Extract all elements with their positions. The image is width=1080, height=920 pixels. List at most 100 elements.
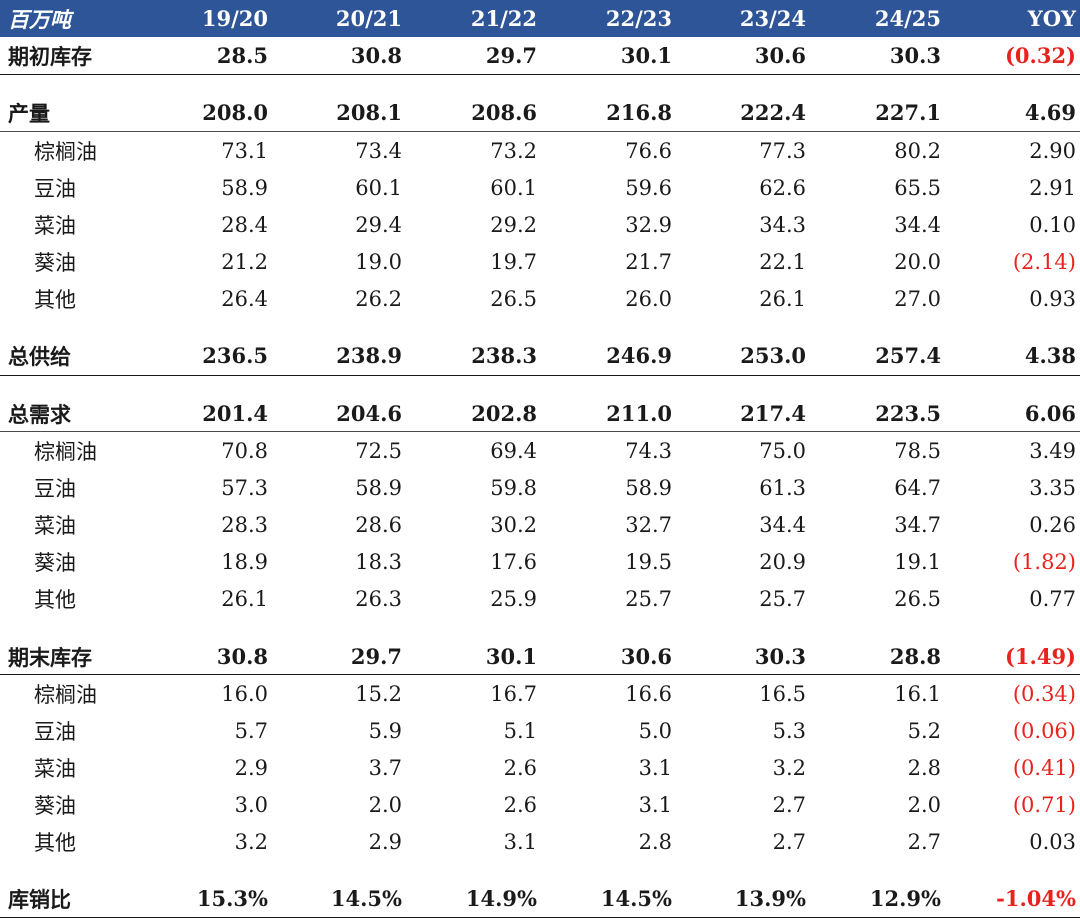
table-cell: 57.3 — [221, 475, 268, 500]
table-cell: 18.9 — [221, 549, 268, 574]
divider — [0, 431, 1080, 432]
table-row: 其他 26.1 26.3 25.9 25.7 25.7 26.5 0.77 — [0, 580, 1080, 617]
yoy-cell: 2.90 — [1029, 138, 1076, 163]
table-cell: 70.8 — [221, 438, 268, 463]
row-label: 其他 — [34, 830, 76, 855]
row-label: 其他 — [34, 287, 76, 312]
table-cell: 3.0 — [234, 792, 268, 817]
table-cell: 29.7 — [485, 43, 537, 68]
table-cell: 2.9 — [234, 755, 268, 780]
table-cell: 13.9% — [734, 886, 806, 911]
yoy-cell: (0.06) — [1012, 718, 1076, 743]
table-cell: 58.9 — [221, 175, 268, 200]
table-row: 其他 26.4 26.2 26.5 26.0 26.1 27.0 0.93 — [0, 280, 1080, 317]
row-label: 棕榈油 — [34, 682, 97, 707]
table-cell: 246.9 — [606, 343, 672, 368]
col-header-2122: 21/22 — [470, 6, 537, 31]
col-header-yoy: YOY — [1027, 6, 1076, 31]
table-cell: 75.0 — [759, 438, 806, 463]
table-cell: 30.8 — [216, 644, 268, 669]
row-label: 期初库存 — [8, 43, 92, 69]
col-header-2021: 20/21 — [335, 6, 402, 31]
table-cell: 16.0 — [221, 681, 268, 706]
table-cell: 2.7 — [772, 792, 806, 817]
table-cell: 217.4 — [740, 401, 806, 426]
table-cell: 19.5 — [625, 549, 672, 574]
row-label: 豆油 — [34, 476, 76, 501]
table-row: 库销比 15.3% 14.5% 14.9% 14.5% 13.9% 12.9% -1.04% — [0, 880, 1080, 917]
table-row: 期初库存 28.5 30.8 29.7 30.1 30.6 30.3 (0.32) — [0, 37, 1080, 74]
row-label: 葵油 — [34, 793, 76, 818]
row-label: 产量 — [8, 100, 50, 126]
table-cell: 34.3 — [759, 212, 806, 237]
table-row: 棕榈油 70.8 72.5 69.4 74.3 75.0 78.5 3.49 — [0, 432, 1080, 469]
table-row: 期末库存 30.8 29.7 30.1 30.6 30.3 28.8 (1.49) — [0, 638, 1080, 675]
table-cell: 2.7 — [907, 829, 941, 854]
table-cell: 2.9 — [368, 829, 402, 854]
yoy-cell: 0.93 — [1029, 286, 1076, 311]
yoy-cell: (2.14) — [1012, 249, 1076, 274]
table-row: 葵油 3.0 2.0 2.6 3.1 2.7 2.0 (0.71) — [0, 786, 1080, 823]
table-cell: 26.3 — [355, 586, 402, 611]
table-header: 百万吨 19/20 20/21 21/22 22/23 23/24 24/25 … — [0, 0, 1080, 37]
unit-label: 百万吨 — [8, 6, 71, 32]
table-cell: 16.1 — [894, 681, 941, 706]
table-cell: 69.4 — [490, 438, 537, 463]
divider — [0, 74, 1080, 75]
table-cell: 60.1 — [490, 175, 537, 200]
table-cell: 3.7 — [368, 755, 402, 780]
table-cell: 5.2 — [907, 718, 941, 743]
table-cell: 30.3 — [889, 43, 941, 68]
table-cell: 59.8 — [490, 475, 537, 500]
yoy-cell: 4.38 — [1024, 343, 1076, 368]
table-cell: 3.1 — [638, 755, 672, 780]
table-cell: 30.1 — [485, 644, 537, 669]
table-cell: 26.2 — [355, 286, 402, 311]
yoy-cell: (0.34) — [1012, 681, 1076, 706]
table-row: 葵油 21.2 19.0 19.7 21.7 22.1 20.0 (2.14) — [0, 243, 1080, 280]
row-label: 豆油 — [34, 176, 76, 201]
table-cell: 14.5% — [600, 886, 672, 911]
table-cell: 222.4 — [740, 100, 806, 125]
table-cell: 28.5 — [216, 43, 268, 68]
table-cell: 2.6 — [503, 755, 537, 780]
table-row: 葵油 18.9 18.3 17.6 19.5 20.9 19.1 (1.82) — [0, 543, 1080, 580]
table-cell: 236.5 — [202, 343, 268, 368]
row-label: 豆油 — [34, 719, 76, 744]
table-cell: 58.9 — [355, 475, 402, 500]
table-row: 菜油 28.3 28.6 30.2 32.7 34.4 34.7 0.26 — [0, 506, 1080, 543]
table-cell: 27.0 — [894, 286, 941, 311]
table-cell: 73.2 — [490, 138, 537, 163]
table-cell: 30.8 — [350, 43, 402, 68]
table-row: 菜油 2.9 3.7 2.6 3.1 3.2 2.8 (0.41) — [0, 749, 1080, 786]
yoy-cell: -1.04% — [996, 886, 1076, 911]
table-cell: 61.3 — [759, 475, 806, 500]
table-cell: 20.9 — [759, 549, 806, 574]
divider — [0, 131, 1080, 132]
table-cell: 2.8 — [638, 829, 672, 854]
table-cell: 26.4 — [221, 286, 268, 311]
table-cell: 208.1 — [336, 100, 402, 125]
table-cell: 34.7 — [894, 512, 941, 537]
table-row: 豆油 57.3 58.9 59.8 58.9 61.3 64.7 3.35 — [0, 469, 1080, 506]
col-header-1920: 19/20 — [201, 6, 268, 31]
table-cell: 28.8 — [889, 644, 941, 669]
yoy-cell: (0.71) — [1012, 792, 1076, 817]
table-cell: 59.6 — [625, 175, 672, 200]
table-cell: 5.7 — [234, 718, 268, 743]
table-cell: 3.2 — [772, 755, 806, 780]
table-cell: 29.7 — [350, 644, 402, 669]
yoy-cell: (0.32) — [1004, 43, 1076, 68]
table-cell: 76.6 — [625, 138, 672, 163]
table-cell: 30.6 — [754, 43, 806, 68]
table-cell: 201.4 — [202, 401, 268, 426]
table-row: 棕榈油 73.1 73.4 73.2 76.6 77.3 80.2 2.90 — [0, 132, 1080, 169]
table-cell: 5.1 — [503, 718, 537, 743]
col-header-2425: 24/25 — [874, 6, 941, 31]
table-cell: 29.4 — [355, 212, 402, 237]
table-cell: 30.6 — [620, 644, 672, 669]
table-cell: 25.9 — [490, 586, 537, 611]
table-cell: 22.1 — [759, 249, 806, 274]
table-cell: 2.7 — [772, 829, 806, 854]
table-cell: 12.9% — [869, 886, 941, 911]
